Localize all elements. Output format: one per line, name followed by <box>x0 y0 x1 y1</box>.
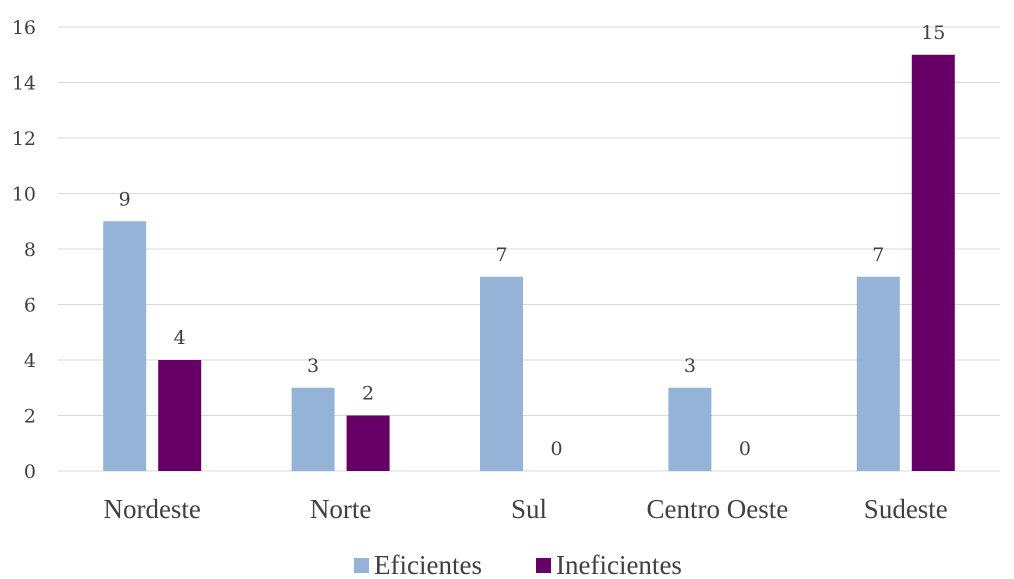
legend-label-eficientes: Eficientes <box>374 550 482 579</box>
category-label-centro-oeste: Centro Oeste <box>647 494 789 524</box>
bar-eficientes-sudeste <box>856 276 900 471</box>
bar-ineficientes-nordeste <box>158 360 202 471</box>
data-label-eficientes-centro-oeste: 3 <box>684 355 696 377</box>
category-label-sudeste: Sudeste <box>864 494 948 524</box>
data-labels: 9 4 3 2 7 0 3 0 7 15 <box>119 22 946 460</box>
legend: Eficientes Ineficientes <box>354 550 682 579</box>
y-tick-label-8: 8 <box>24 239 36 261</box>
bar-eficientes-nordeste <box>103 221 147 471</box>
bar-ineficientes-norte <box>346 415 390 471</box>
legend-swatch-ineficientes <box>536 558 551 573</box>
y-tick-label-6: 6 <box>24 295 36 317</box>
data-label-eficientes-nordeste: 9 <box>119 188 131 210</box>
category-label-nordeste: Nordeste <box>103 494 200 524</box>
data-label-ineficientes-nordeste: 4 <box>174 327 186 349</box>
y-axis-tick-labels: 0 2 4 6 8 10 12 14 16 <box>12 17 36 483</box>
y-tick-label-14: 14 <box>12 73 36 95</box>
data-label-ineficientes-norte: 2 <box>362 383 374 405</box>
data-label-eficientes-norte: 3 <box>307 355 319 377</box>
bar-eficientes-norte <box>291 387 335 471</box>
bar-eficientes-centro-oeste <box>668 387 712 471</box>
data-label-eficientes-sul: 7 <box>495 244 507 266</box>
data-label-ineficientes-sudeste: 15 <box>921 22 945 44</box>
bars <box>103 54 955 471</box>
data-label-ineficientes-sul: 0 <box>550 438 562 460</box>
gridlines <box>58 26 1000 472</box>
category-label-sul: Sul <box>511 494 547 524</box>
y-tick-label-16: 16 <box>12 17 36 39</box>
y-tick-label-2: 2 <box>24 406 36 428</box>
legend-swatch-eficientes <box>354 558 369 573</box>
data-label-ineficientes-centro-oeste: 0 <box>739 438 751 460</box>
y-tick-label-4: 4 <box>24 350 36 372</box>
y-tick-label-0: 0 <box>24 461 36 483</box>
bar-ineficientes-sudeste <box>911 54 955 471</box>
bar-eficientes-sul <box>480 276 523 471</box>
legend-label-ineficientes: Ineficientes <box>556 550 682 579</box>
category-label-norte: Norte <box>310 494 371 524</box>
y-tick-label-10: 10 <box>12 184 36 206</box>
y-tick-label-12: 12 <box>12 128 36 150</box>
x-axis-category-labels: Nordeste Norte Sul Centro Oeste Sudeste <box>103 494 947 524</box>
data-label-eficientes-sudeste: 7 <box>872 244 884 266</box>
